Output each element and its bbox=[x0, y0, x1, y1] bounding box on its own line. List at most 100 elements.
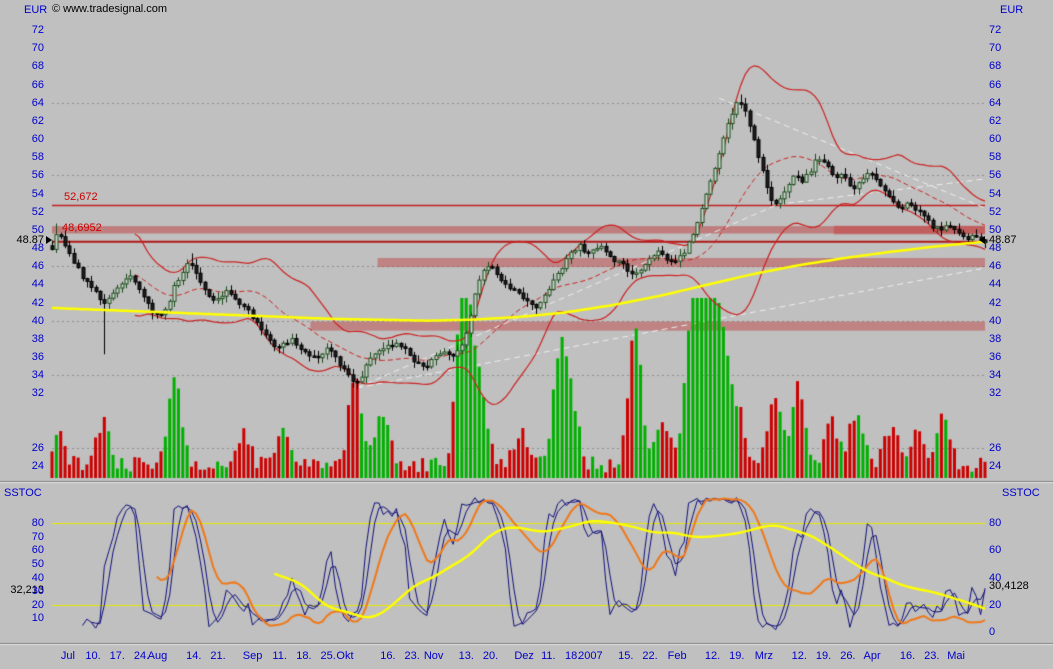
price-axis-label-left: 56 bbox=[31, 169, 44, 182]
sstoc-axis-label-left: 70 bbox=[31, 530, 44, 543]
x-axis-tick-label: 16. bbox=[380, 650, 396, 662]
currency-label-top-left: EUR bbox=[24, 4, 48, 16]
price-axis-label-right: 46 bbox=[989, 260, 1002, 273]
price-axis-label-left: 54 bbox=[31, 187, 44, 200]
price-axis-label-right: 24 bbox=[989, 460, 1002, 472]
x-axis-tick-label: 20. bbox=[482, 650, 499, 662]
x-axis-tick-label: 12. bbox=[791, 650, 807, 662]
x-axis-tick-label: Dez bbox=[514, 650, 534, 662]
x-axis-tick-label: 21. bbox=[210, 650, 226, 662]
price-axis-label-left: 38 bbox=[31, 332, 44, 345]
price-axis-label-left: 64 bbox=[31, 96, 44, 109]
price-axis-label-left: 66 bbox=[31, 78, 44, 91]
x-axis-tick-label: 11. bbox=[541, 650, 556, 662]
current-price-label-right: 48.87 bbox=[989, 234, 1017, 246]
price-axis-label-left: 36 bbox=[31, 351, 44, 363]
price-axis-label-right: 44 bbox=[989, 278, 1002, 291]
x-axis-tick-label: 22. bbox=[642, 650, 658, 662]
current-price-label-left: 48.87 bbox=[16, 234, 44, 246]
x-axis-tick-label: 23. bbox=[924, 650, 940, 662]
price-axis-label-right: 26 bbox=[989, 441, 1002, 454]
x-axis-tick-label: Mrz bbox=[754, 650, 774, 662]
price-axis-label-left: 52 bbox=[31, 205, 44, 218]
price-axis-label-right: 52 bbox=[989, 205, 1002, 218]
sstoc-axis-label-right: 0 bbox=[989, 626, 996, 638]
sstoc-current-value-right: 30,4128 bbox=[989, 580, 1029, 592]
price-axis-label-left: 46 bbox=[31, 260, 44, 273]
x-axis-tick-label: 26. bbox=[840, 650, 856, 662]
price-axis-label-right: 62 bbox=[989, 114, 1002, 127]
x-axis-tick-label: Sep bbox=[242, 650, 263, 662]
price-axis-label-right: 32 bbox=[989, 387, 1002, 400]
x-axis-tick-label: 25. bbox=[320, 650, 336, 662]
x-axis-tick-label: 10. bbox=[85, 650, 101, 662]
price-axis-label-right: 66 bbox=[989, 78, 1002, 91]
price-axis-label-right: 50 bbox=[989, 223, 1002, 236]
x-axis-tick-label: 11. bbox=[272, 650, 287, 662]
sstoc-axis-label-left: 10 bbox=[31, 612, 44, 625]
sstoc-axis-label-right: 60 bbox=[989, 544, 1002, 557]
x-axis-tick-label: 16. bbox=[899, 650, 916, 662]
price-axis-label-left: 60 bbox=[31, 133, 44, 145]
price-axis-label-left: 34 bbox=[31, 369, 44, 382]
x-axis-tick-label: 18. bbox=[564, 650, 581, 662]
price-axis-label-left: 48 bbox=[31, 242, 44, 254]
price-axis-label-right: 40 bbox=[989, 314, 1002, 327]
price-axis-label-left: 44 bbox=[31, 278, 44, 291]
x-axis-tick-label: Mai bbox=[947, 650, 965, 662]
price-axis-label-left: 32 bbox=[31, 387, 44, 400]
x-axis-tick-label: 17. bbox=[109, 650, 125, 662]
sstoc-axis-label-left: 40 bbox=[31, 571, 44, 584]
price-axis-label-left: 72 bbox=[31, 24, 44, 36]
sstoc-axis-label-right: 40 bbox=[989, 571, 1002, 584]
price-axis-label-right: 64 bbox=[989, 96, 1002, 109]
sstoc-axis-label-left: 80 bbox=[31, 517, 44, 530]
price-axis-label-left: 70 bbox=[31, 42, 44, 55]
x-axis-tick-label: Okt bbox=[336, 650, 354, 662]
price-axis-label-right: 58 bbox=[989, 151, 1002, 164]
price-axis-label-left: 50 bbox=[31, 223, 44, 236]
price-axis-label-right: 68 bbox=[989, 60, 1002, 73]
x-axis-tick-label: 18. bbox=[296, 650, 312, 662]
sstoc-axis-label-right: 20 bbox=[989, 598, 1002, 611]
price-axis-label-left: 24 bbox=[31, 460, 44, 472]
price-axis-label-right: 56 bbox=[989, 169, 1002, 182]
price-axis-label-left: 58 bbox=[31, 151, 44, 164]
price-axis-label-right: 60 bbox=[989, 133, 1002, 145]
price-axis-label-left: 68 bbox=[31, 60, 44, 73]
x-axis-tick-label: Aug bbox=[147, 650, 168, 662]
x-axis-tick-label: 15. bbox=[618, 650, 634, 662]
x-axis-tick-label: 12. bbox=[704, 650, 721, 662]
price-axis-label-right: 36 bbox=[989, 351, 1002, 363]
x-axis-tick-label: Apr bbox=[863, 650, 881, 662]
x-axis-tick-label: Nov bbox=[423, 650, 444, 662]
sstoc-current-value-left: 32,213 bbox=[10, 584, 44, 596]
x-axis-tick-label: Jul bbox=[60, 650, 75, 662]
current-price-arrow-right-icon bbox=[979, 236, 985, 244]
current-price-arrow-left-icon bbox=[46, 236, 52, 244]
price-axis-label-right: 34 bbox=[989, 369, 1002, 382]
sstoc-title-left: SSTOC bbox=[4, 487, 42, 499]
sstoc-title-right: SSTOC bbox=[1002, 487, 1040, 499]
x-axis-tick-label: 19. bbox=[815, 650, 832, 662]
resistance-line-label: 52,672 bbox=[64, 191, 98, 203]
price-axis-label-left: 42 bbox=[31, 296, 44, 309]
price-axis-label-right: 54 bbox=[989, 187, 1002, 200]
price-axis-label-left: 26 bbox=[31, 441, 44, 454]
x-axis-tick-label: 13. bbox=[458, 650, 474, 662]
price-axis-label-right: 48 bbox=[989, 242, 1002, 254]
sstoc-axis-label-left: 20 bbox=[31, 598, 44, 611]
price-axis-label-right: 72 bbox=[989, 24, 1002, 36]
sstoc-axis-label-right: 80 bbox=[989, 517, 1002, 530]
sstoc-axis-label-left: 60 bbox=[31, 544, 44, 557]
price-axis-label-right: 38 bbox=[989, 332, 1002, 345]
x-axis-tick-label: 24. bbox=[133, 650, 150, 662]
sstoc-axis-label-left: 50 bbox=[31, 558, 44, 570]
currency-label-top-right: EUR bbox=[1000, 4, 1024, 16]
alert-line-label: 48,6952 bbox=[62, 222, 102, 234]
x-axis-tick-label: 23. bbox=[404, 650, 420, 662]
x-axis-tick-label: 14. bbox=[186, 650, 202, 662]
copyright-text: © www.tradesignal.com bbox=[52, 3, 168, 15]
